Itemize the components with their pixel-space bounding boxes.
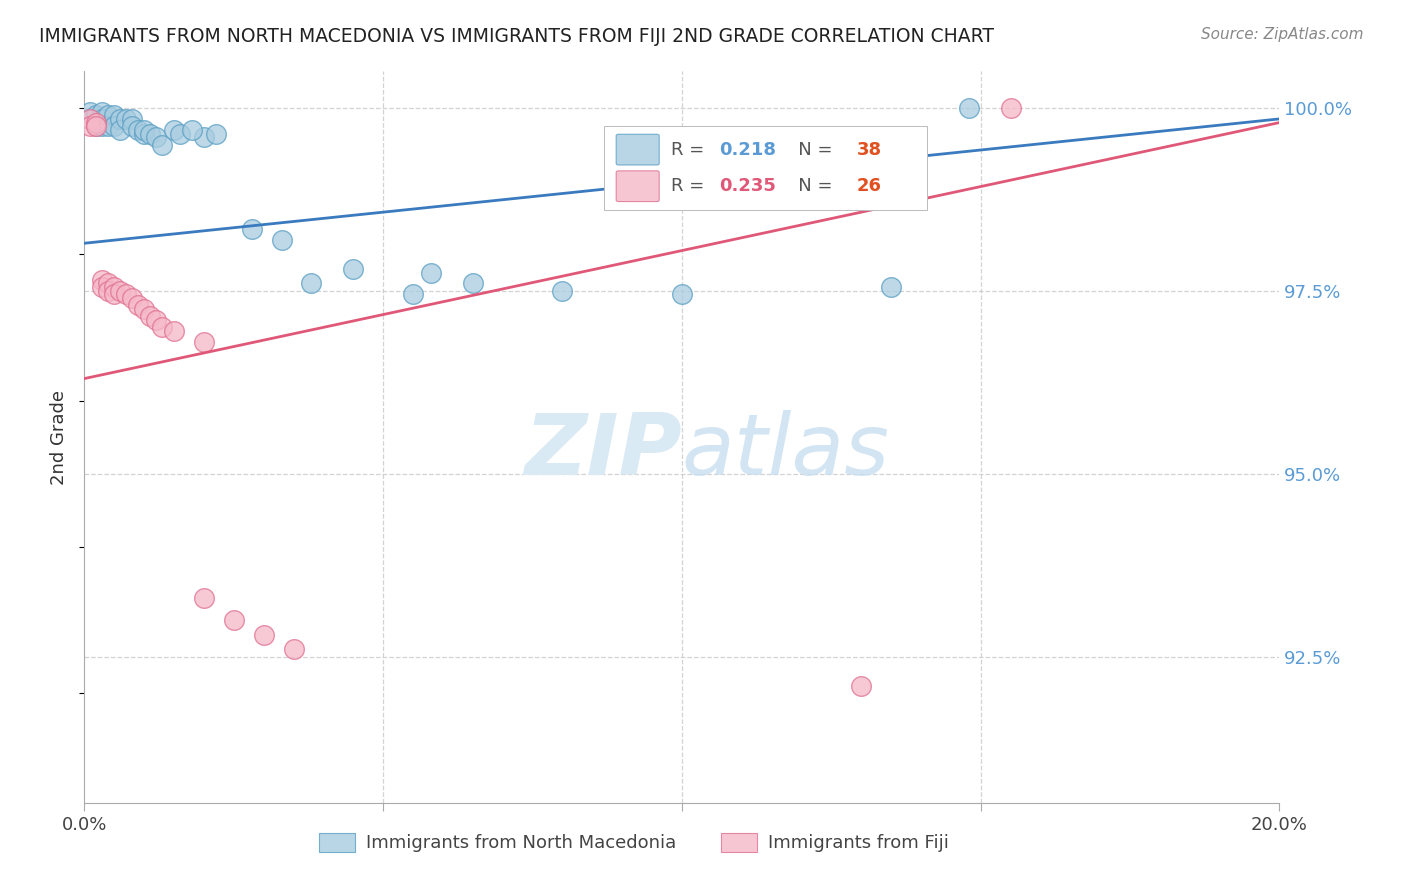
Point xyxy=(150,320,173,334)
Text: R =: R = xyxy=(671,178,710,195)
Point xyxy=(461,277,484,291)
Point xyxy=(121,291,143,305)
Point xyxy=(91,104,114,119)
Point xyxy=(139,127,162,141)
Text: N =: N = xyxy=(782,141,838,159)
Point xyxy=(301,277,323,291)
Text: atlas: atlas xyxy=(682,410,890,493)
Point xyxy=(145,130,167,145)
Point xyxy=(1000,101,1022,115)
FancyBboxPatch shape xyxy=(616,171,659,202)
FancyBboxPatch shape xyxy=(605,126,927,211)
Point xyxy=(851,679,873,693)
Point xyxy=(121,112,143,126)
Point xyxy=(91,119,114,133)
Point xyxy=(115,112,138,126)
Point xyxy=(139,310,162,324)
Point xyxy=(163,324,186,338)
Point xyxy=(205,127,228,141)
Point xyxy=(169,127,191,141)
Point xyxy=(240,221,263,235)
Point xyxy=(91,280,114,294)
Point xyxy=(193,334,215,349)
Point xyxy=(86,119,108,133)
Point xyxy=(253,627,276,641)
Point xyxy=(110,284,132,298)
Point xyxy=(110,123,132,137)
Point xyxy=(551,284,574,298)
Point xyxy=(97,277,120,291)
Point xyxy=(121,119,143,133)
Point xyxy=(181,123,204,137)
Point xyxy=(127,123,149,137)
Point xyxy=(79,112,101,126)
Point xyxy=(97,284,120,298)
Point xyxy=(86,115,108,129)
Text: N =: N = xyxy=(782,178,838,195)
Point xyxy=(342,261,364,276)
Text: R =: R = xyxy=(671,141,710,159)
Point xyxy=(103,280,125,294)
Point xyxy=(145,313,167,327)
Point xyxy=(97,108,120,122)
Point xyxy=(110,112,132,126)
Point xyxy=(163,123,186,137)
Point xyxy=(103,119,125,133)
Point xyxy=(103,287,125,301)
Point xyxy=(79,104,101,119)
Point xyxy=(420,265,443,279)
Point xyxy=(193,591,215,605)
Y-axis label: 2nd Grade: 2nd Grade xyxy=(51,390,69,484)
Point xyxy=(283,642,305,657)
Point xyxy=(91,112,114,126)
Point xyxy=(115,287,138,301)
FancyBboxPatch shape xyxy=(616,135,659,165)
Text: ZIP: ZIP xyxy=(524,410,682,493)
Text: IMMIGRANTS FROM NORTH MACEDONIA VS IMMIGRANTS FROM FIJI 2ND GRADE CORRELATION CH: IMMIGRANTS FROM NORTH MACEDONIA VS IMMIG… xyxy=(39,27,994,45)
Text: 0.235: 0.235 xyxy=(718,178,776,195)
Point xyxy=(193,130,215,145)
Point xyxy=(86,108,108,122)
Point xyxy=(91,273,114,287)
Point xyxy=(671,287,693,301)
Point xyxy=(150,137,173,152)
Point xyxy=(132,123,156,137)
Point xyxy=(402,287,425,301)
Text: 26: 26 xyxy=(856,178,882,195)
Point xyxy=(79,112,101,126)
Point xyxy=(86,119,108,133)
Point xyxy=(103,108,125,122)
Point xyxy=(132,301,156,316)
Text: 38: 38 xyxy=(856,141,882,159)
Text: 0.218: 0.218 xyxy=(718,141,776,159)
Text: Source: ZipAtlas.com: Source: ZipAtlas.com xyxy=(1201,27,1364,42)
Point xyxy=(97,119,120,133)
Point xyxy=(79,119,101,133)
Point xyxy=(127,298,149,312)
Point xyxy=(132,127,156,141)
Point xyxy=(957,101,980,115)
Point xyxy=(880,280,903,294)
Point xyxy=(270,233,292,247)
Point xyxy=(222,613,245,627)
Legend: Immigrants from North Macedonia, Immigrants from Fiji: Immigrants from North Macedonia, Immigra… xyxy=(312,826,956,860)
